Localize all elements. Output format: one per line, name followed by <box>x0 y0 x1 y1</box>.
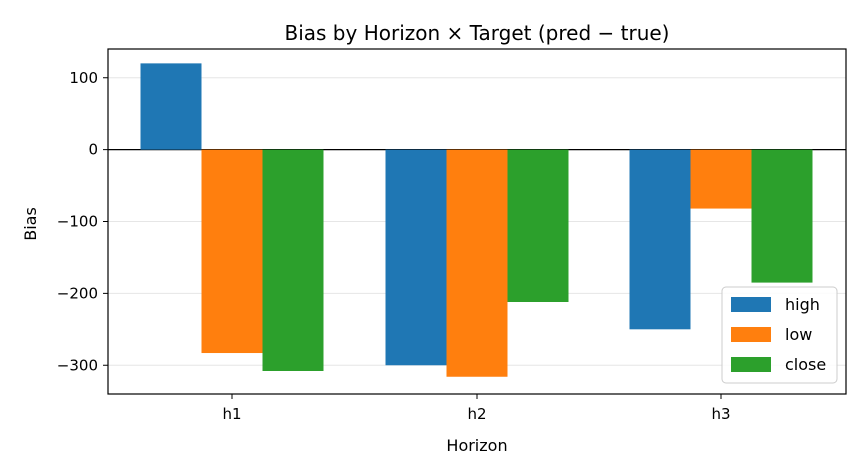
bar-high-h2 <box>385 149 447 366</box>
y-tick-label: 0 <box>88 141 98 159</box>
x-tick-label: h2 <box>467 405 486 423</box>
bar-low-h1 <box>201 149 263 354</box>
legend-label-high: high <box>785 295 820 314</box>
x-axis-label: Horizon <box>446 436 507 455</box>
legend-label-low: low <box>785 325 812 344</box>
legend-swatch-high <box>731 297 771 312</box>
y-tick-label: −100 <box>57 213 98 231</box>
legend-swatch-close <box>731 357 771 372</box>
bars <box>140 63 813 377</box>
bar-high-h1 <box>140 63 202 150</box>
bar-low-h2 <box>446 149 508 377</box>
chart-title: Bias by Horizon × Target (pred − true) <box>285 21 670 45</box>
bar-low-h3 <box>690 149 752 209</box>
bar-close-h2 <box>507 149 569 302</box>
bar-close-h3 <box>751 149 813 283</box>
legend-label-close: close <box>785 355 826 374</box>
y-axis-ticks: 100 0 −100 −200 −300 <box>57 69 108 374</box>
x-tick-label: h1 <box>222 405 241 423</box>
x-tick-label: h3 <box>711 405 730 423</box>
y-tick-label: −300 <box>57 356 98 374</box>
legend-swatch-low <box>731 327 771 342</box>
y-axis-label: Bias <box>21 207 40 241</box>
legend: high low close <box>721 286 838 384</box>
bar-high-h3 <box>629 149 691 330</box>
x-axis-ticks: h1 h2 h3 <box>222 394 731 423</box>
bar-close-h1 <box>262 149 324 371</box>
y-tick-label: −200 <box>57 284 98 302</box>
y-tick-label: 100 <box>69 69 98 87</box>
